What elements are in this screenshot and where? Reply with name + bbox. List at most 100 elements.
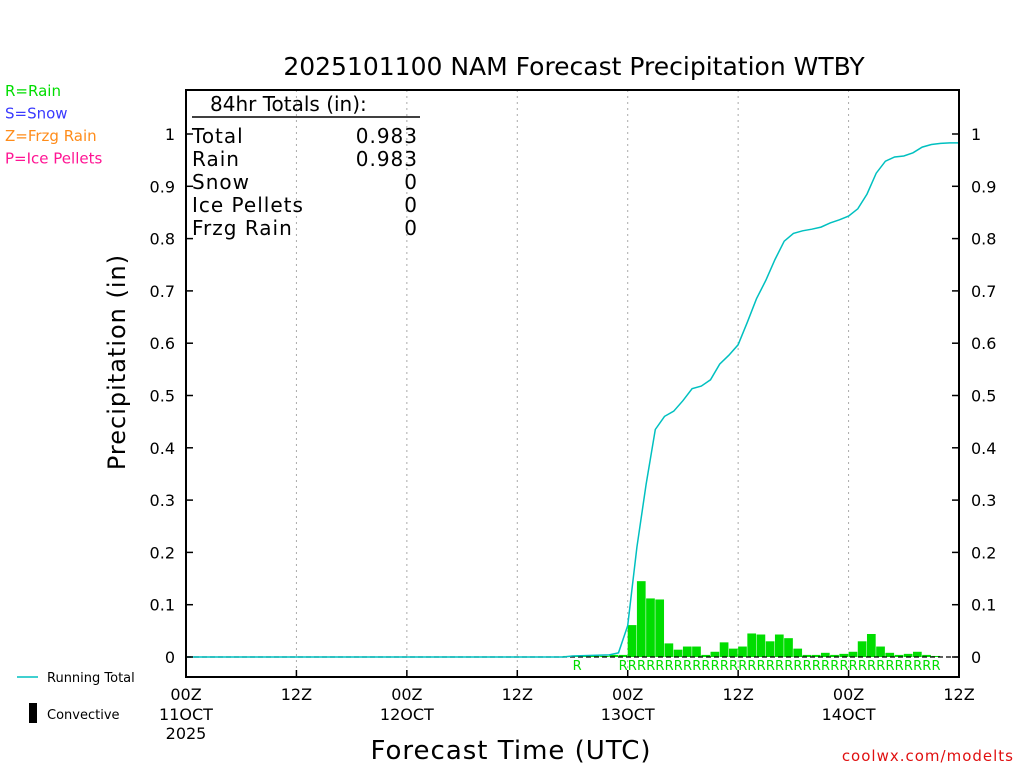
rain-bar <box>774 634 784 657</box>
y-tick-label-left: 1 <box>165 125 175 144</box>
x-tick-label: 00Z <box>833 685 864 704</box>
rain-bar <box>728 648 738 657</box>
ptype-label: R <box>665 659 674 674</box>
ptype-label: R <box>619 659 628 674</box>
x-tick-label: 00Z <box>170 685 201 704</box>
ptype-label: R <box>646 659 655 674</box>
legend-entry: R=Rain <box>5 82 61 100</box>
ptype-label: R <box>692 659 701 674</box>
rain-bar <box>618 654 628 657</box>
credit-text: coolwx.com/modelts <box>842 747 1014 765</box>
ptype-label: R <box>876 659 885 674</box>
running-total-legend-label: Running Total <box>47 671 135 686</box>
rain-bar <box>701 654 711 657</box>
rain-bar <box>710 651 720 657</box>
rain-bar <box>609 654 619 657</box>
rain-bar <box>922 654 931 657</box>
ptype-label: R <box>674 659 683 674</box>
rain-bar <box>866 633 876 657</box>
rain-bar <box>839 653 849 657</box>
ptype-label: R <box>858 659 867 674</box>
x-tick-label: 12Z <box>281 685 312 704</box>
y-tick-label-right: 0.5 <box>971 387 996 406</box>
totals-header: 84hr Totals (in): <box>210 92 367 116</box>
ptype-label: R <box>637 659 646 674</box>
y-tick-label-left: 0.8 <box>150 230 175 249</box>
running-total-line <box>186 142 959 658</box>
rain-bar <box>876 646 885 657</box>
rain-bar <box>820 652 830 657</box>
vertical-grid <box>295 90 850 677</box>
chart-title: 2025101100 NAM Forecast Precipitation WT… <box>283 52 865 81</box>
y-tick-label-right: 0 <box>971 648 981 667</box>
x-tick-label: 12Z <box>722 685 753 704</box>
y-tick-label-right: 0.1 <box>971 596 996 615</box>
rain-bar <box>857 641 867 657</box>
x-tick-date: 13OCT <box>601 705 655 724</box>
running-total-line-group <box>186 142 959 658</box>
y-tick-label-right: 1 <box>971 125 981 144</box>
rain-bar <box>848 651 858 657</box>
y-tick-label-left: 0.1 <box>150 596 175 615</box>
y-tick-label-left: 0.7 <box>150 282 175 301</box>
ptype-label: R <box>784 659 793 674</box>
ptype-label: R <box>720 659 729 674</box>
rain-bar <box>931 655 941 657</box>
rain-bar <box>756 634 766 657</box>
ptype-label: R <box>573 659 582 674</box>
y-tick-label-left: 0.2 <box>150 543 175 562</box>
totals-row-label: Rain <box>192 147 240 171</box>
rain-bar <box>784 638 793 657</box>
totals-row-value: 0 <box>404 216 418 240</box>
totals-row-value: 0 <box>404 170 418 194</box>
ptype-label: R <box>747 659 756 674</box>
ptype-label: R <box>701 659 710 674</box>
rain-bar <box>793 648 803 657</box>
convective-legend-swatch <box>29 703 37 723</box>
ptype-label: R <box>775 659 784 674</box>
ptype-label: R <box>628 659 637 674</box>
rain-bar <box>664 643 674 657</box>
totals-row-label: Frzg Rain <box>192 216 293 240</box>
y-tick-label-right: 0.8 <box>971 230 996 249</box>
rain-bar <box>646 598 655 657</box>
ptype-label: R <box>683 659 692 674</box>
ptype-label: R <box>885 659 894 674</box>
y-tick-label-right: 0.2 <box>971 543 996 562</box>
rain-bar <box>719 642 729 657</box>
x-tick-date: 12OCT <box>380 705 434 724</box>
ptype-label: R <box>812 659 821 674</box>
totals-row-value: 0.983 <box>356 147 418 171</box>
totals-row-label: Ice Pellets <box>192 193 304 217</box>
legend-entry: S=Snow <box>5 105 68 123</box>
rain-bar <box>627 625 637 657</box>
x-tick-date: 14OCT <box>822 705 876 724</box>
y-tick-label-right: 0.7 <box>971 282 996 301</box>
x-tick-label: 12Z <box>502 685 533 704</box>
totals-row-value: 0.983 <box>356 124 418 148</box>
x-tick-label: 00Z <box>612 685 643 704</box>
ptype-label: R <box>738 659 747 674</box>
ptype-label: R <box>931 659 940 674</box>
x-tick-label: 00Z <box>391 685 422 704</box>
y-tick-label-right: 0.3 <box>971 491 996 510</box>
rain-bar <box>673 649 683 657</box>
ptype-label: R <box>839 659 848 674</box>
precip-type-legend: R=Rain S=Snow Z=Frzg Rain P=Ice Pellets <box>5 82 102 168</box>
ptype-label: R <box>711 659 720 674</box>
rain-bar <box>885 652 895 657</box>
y-tick-label-left: 0 <box>165 648 175 667</box>
ptype-label: R <box>793 659 802 674</box>
rain-bar <box>830 654 839 657</box>
plot-frame <box>185 89 960 678</box>
rain-bars <box>563 581 941 657</box>
convective-legend-label: Convective <box>47 708 120 723</box>
y-tick-label-left: 0.5 <box>150 387 175 406</box>
rain-bar <box>682 646 692 657</box>
ptype-label: R <box>849 659 858 674</box>
x-tick-year: 2025 <box>166 724 207 743</box>
ptype-label: R <box>729 659 738 674</box>
